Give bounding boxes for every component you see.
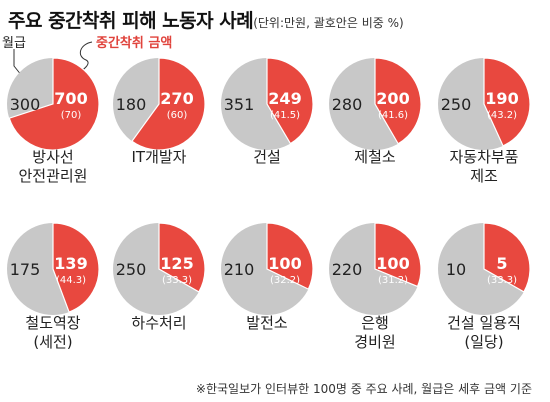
pie-chart: 351 249 (41.5) <box>221 57 314 150</box>
wage-value-label: 210 <box>224 260 255 279</box>
pie-chart: 10 5 (33.3) <box>438 222 531 315</box>
share-percent-label: (43.2) <box>487 110 517 121</box>
wage-value-label: 280 <box>332 95 363 114</box>
share-percent-label: (31.2) <box>378 275 408 286</box>
pie-slice-skim <box>483 222 531 293</box>
legend-wage-label: 월급 <box>2 36 26 51</box>
skim-value-label: 249 <box>268 89 301 108</box>
wage-value-label: 250 <box>116 260 147 279</box>
pie-slice-skim <box>266 57 314 145</box>
pie-chart: 210 100 (32.2) <box>221 222 314 315</box>
pie-chart: 280 200 (41.6) <box>329 57 422 150</box>
wage-value-label: 351 <box>224 95 255 114</box>
chart-subtitle: (단위:만원, 괄호안은 비중 %) <box>253 16 404 30</box>
share-percent-label: (70) <box>61 110 82 121</box>
wage-value-label: 300 <box>10 95 41 114</box>
worker-category-label: 방사선 안전관리원 <box>18 148 88 185</box>
worker-category-label: 자동차부품 제조 <box>449 148 519 185</box>
pie-chart: 250 190 (43.2) <box>438 57 531 150</box>
wage-value-label: 250 <box>441 95 472 114</box>
share-percent-label: (32.2) <box>270 275 300 286</box>
chart-title-block: 주요 중간착취 피해 노동자 사례(단위:만원, 괄호안은 비중 %) <box>8 6 404 33</box>
pie-slice-skim <box>52 222 100 313</box>
worker-category-label: 건설 일용직 (일당) <box>447 314 521 351</box>
skim-value-label: 125 <box>160 254 193 273</box>
worker-category-label: 발전소 <box>246 314 288 332</box>
worker-category-label: 철도역장 (세전) <box>25 314 81 351</box>
skim-value-label: 100 <box>376 254 409 273</box>
worker-category-label: 은행 경비원 <box>354 314 396 351</box>
skim-value-label: 190 <box>485 89 518 108</box>
footnote: ※한국일보가 인터뷰한 100명 중 주요 사례, 월급은 세후 금액 기준 <box>195 382 532 396</box>
pie-slice-skim <box>8 57 100 151</box>
pie-chart: 175 139 (44.3) <box>7 222 100 315</box>
share-percent-label: (33.3) <box>162 275 192 286</box>
share-percent-label: (41.5) <box>270 110 300 121</box>
skim-value-label: 139 <box>54 254 87 273</box>
pie-slice-skim <box>374 222 422 288</box>
share-percent-label: (41.6) <box>378 110 408 121</box>
worker-category-label: 하수처리 <box>131 314 187 332</box>
skim-value-label: 270 <box>160 89 193 108</box>
pie-chart: 180 270 (60) <box>113 57 206 151</box>
skim-value-label: 100 <box>268 254 301 273</box>
share-percent-label: (33.3) <box>487 275 517 286</box>
pie-slice-skim <box>131 57 206 151</box>
worker-category-label: IT개발자 <box>131 148 187 166</box>
share-percent-label: (44.3) <box>56 275 86 286</box>
pie-slice-skim <box>266 222 314 290</box>
pie-chart: 300 700 (70) <box>7 57 100 151</box>
pie-slice-skim <box>158 222 206 293</box>
wage-value-label: 220 <box>332 260 363 279</box>
skim-value-label: 5 <box>496 254 507 273</box>
pie-chart: 220 100 (31.2) <box>329 222 422 315</box>
worker-category-label: 제철소 <box>354 148 396 166</box>
skim-value-label: 200 <box>376 89 409 108</box>
legend-skim-label: 중간착취 금액 <box>96 36 173 51</box>
worker-category-label: 건설 <box>253 148 281 166</box>
share-percent-label: (60) <box>167 110 188 121</box>
pie-slice-skim <box>374 57 422 145</box>
wage-value-label: 10 <box>446 260 466 279</box>
chart-title: 주요 중간착취 피해 노동자 사례 <box>8 10 254 32</box>
pie-slice-skim <box>483 57 531 147</box>
wage-value-label: 175 <box>10 260 41 279</box>
skim-value-label: 700 <box>54 89 87 108</box>
pie-chart: 250 125 (33.3) <box>113 222 206 315</box>
wage-value-label: 180 <box>116 95 147 114</box>
